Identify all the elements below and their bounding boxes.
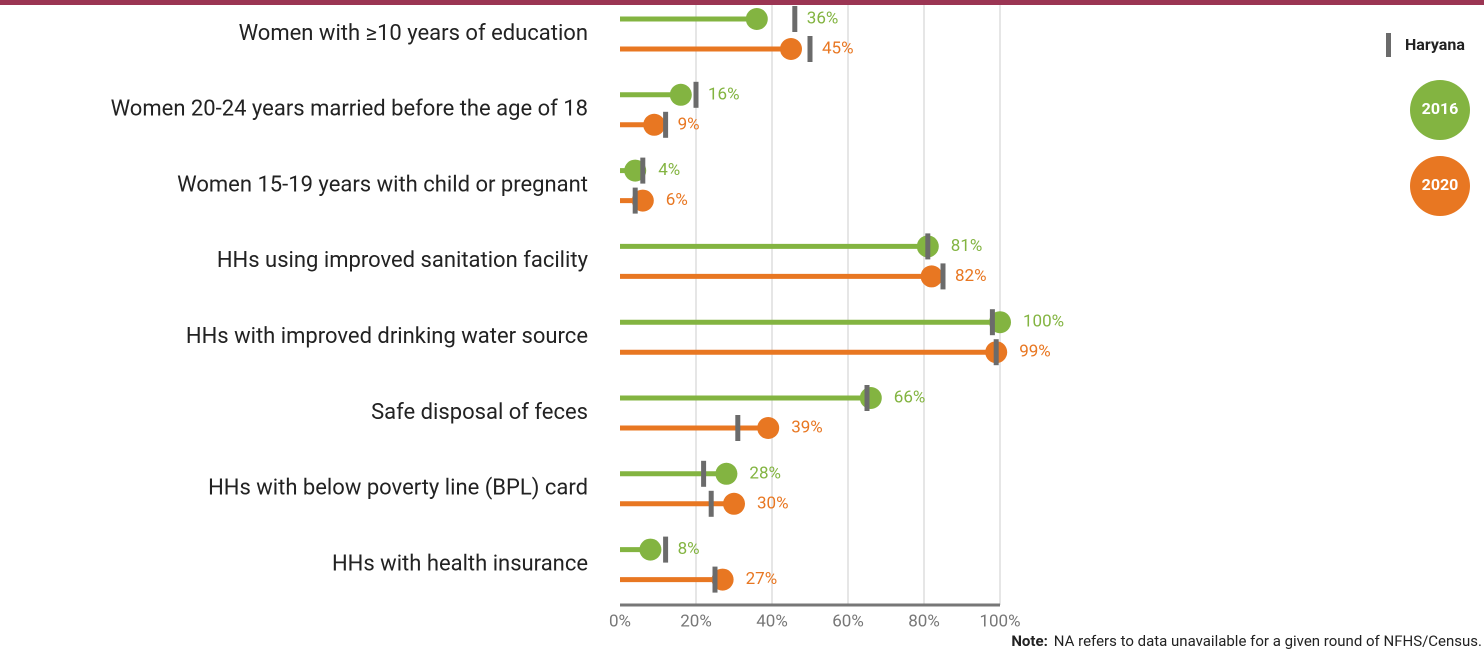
- reference-marker: [925, 233, 931, 260]
- reference-marker: [864, 385, 870, 411]
- x-tick-label: 80%: [908, 611, 940, 631]
- category-label: Women 15-19 years with child or pregnant: [177, 172, 588, 197]
- category-label: Safe disposal of feces: [371, 400, 588, 425]
- value-label: 66%: [894, 387, 926, 407]
- x-tick-label: 100%: [979, 611, 1020, 631]
- dot: [757, 417, 780, 439]
- category-label: HHs with improved drinking water source: [186, 324, 588, 349]
- reference-marker: [663, 111, 669, 138]
- dot: [745, 8, 768, 30]
- category-label: Women with ≥10 years of education: [239, 21, 588, 46]
- x-tick-label: 0%: [609, 611, 631, 631]
- value-label: 30%: [757, 493, 789, 513]
- dot: [920, 265, 943, 288]
- legend-reference-swatch: [1386, 33, 1391, 57]
- value-label: 45%: [822, 38, 854, 58]
- x-tick-label: 40%: [756, 611, 788, 631]
- reference-marker: [640, 157, 646, 184]
- reference-marker: [663, 536, 669, 563]
- dot: [723, 492, 745, 515]
- reference-marker: [993, 339, 999, 366]
- legend-swatch: [1410, 80, 1470, 140]
- reference-marker: [712, 566, 718, 593]
- reference-marker: [632, 187, 638, 214]
- value-label: 100%: [1023, 312, 1064, 332]
- value-label: 4%: [658, 160, 680, 180]
- note: Note: NA refers to data unavailable for a…: [1011, 632, 1482, 650]
- value-label: 27%: [746, 569, 778, 589]
- reference-marker: [693, 81, 699, 108]
- top-band: [0, 0, 1484, 5]
- value-label: 99%: [1019, 342, 1051, 362]
- legend-label: 2016: [1422, 99, 1459, 118]
- legend-label: 2020: [1422, 175, 1459, 194]
- value-label: 28%: [749, 463, 781, 483]
- reference-marker: [792, 6, 798, 32]
- value-label: 81%: [951, 236, 983, 256]
- category-label: HHs with health insurance: [332, 551, 588, 576]
- dot: [643, 113, 666, 136]
- note-text: NA refers to data unavailable for a give…: [1054, 632, 1482, 650]
- dot: [715, 462, 738, 485]
- reference-marker: [701, 460, 707, 487]
- note-label: Note:: [1011, 632, 1047, 650]
- dot: [859, 387, 882, 409]
- category-label: Women 20-24 years married before the age…: [111, 97, 588, 122]
- value-label: 8%: [678, 539, 700, 559]
- reference-marker: [708, 490, 714, 517]
- x-tick-label: 20%: [680, 611, 712, 631]
- legend-swatch: [1410, 156, 1470, 216]
- value-label: 36%: [807, 8, 839, 28]
- value-label: 16%: [708, 84, 740, 104]
- value-label: 39%: [791, 417, 823, 437]
- dot: [639, 538, 662, 561]
- category-label: HHs with below poverty line (BPL) card: [208, 476, 588, 501]
- reference-marker: [807, 36, 813, 62]
- category-label: HHs using improved sanitation facility: [217, 248, 589, 273]
- legend-reference: Haryana: [1405, 35, 1465, 54]
- value-label: 82%: [955, 266, 987, 286]
- value-label: 9%: [678, 114, 700, 134]
- dot: [669, 83, 692, 106]
- value-label: 6%: [666, 190, 688, 210]
- x-tick-label: 60%: [832, 611, 864, 631]
- reference-marker: [940, 263, 946, 290]
- reference-marker: [989, 309, 995, 336]
- dot: [780, 38, 802, 60]
- reference-marker: [735, 415, 741, 441]
